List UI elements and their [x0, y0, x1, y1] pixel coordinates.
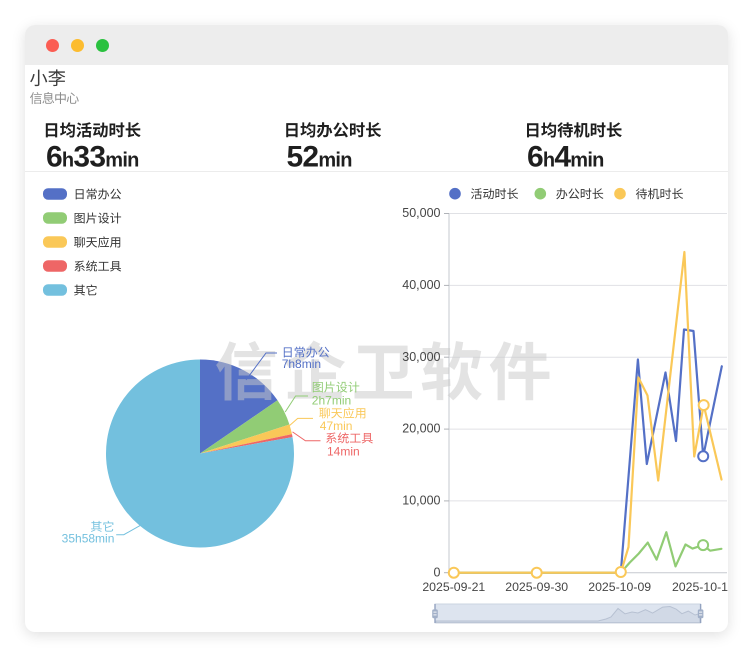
svg-text:6: 6 — [46, 141, 62, 174]
svg-text:2025-09-30: 2025-09-30 — [505, 580, 568, 594]
svg-text:2025-09-21: 2025-09-21 — [422, 580, 485, 594]
svg-text:20,000: 20,000 — [402, 422, 440, 436]
svg-text:30,000: 30,000 — [402, 350, 440, 364]
svg-text:7h8min: 7h8min — [282, 357, 321, 371]
svg-text:min: min — [570, 150, 603, 172]
svg-text:47min: 47min — [320, 419, 353, 433]
svg-text:35h58min: 35h58min — [62, 532, 115, 546]
svg-text:40,000: 40,000 — [402, 278, 440, 292]
svg-text:2h7min: 2h7min — [312, 393, 351, 407]
svg-text:2025-10-09: 2025-10-09 — [588, 580, 651, 594]
svg-text:h: h — [62, 150, 73, 172]
svg-text:52: 52 — [287, 141, 319, 174]
svg-text:50,000: 50,000 — [402, 206, 440, 220]
svg-text:min: min — [318, 150, 351, 172]
svg-text:min: min — [105, 150, 138, 172]
svg-text:6: 6 — [527, 141, 543, 174]
svg-text:14min: 14min — [327, 444, 360, 458]
svg-text:10,000: 10,000 — [402, 493, 440, 507]
svg-text:4: 4 — [554, 141, 571, 174]
svg-text:0: 0 — [434, 565, 441, 579]
svg-text:33: 33 — [73, 141, 105, 174]
svg-text:2025-10-18: 2025-10-18 — [672, 580, 735, 594]
svg-text:h: h — [543, 150, 554, 172]
